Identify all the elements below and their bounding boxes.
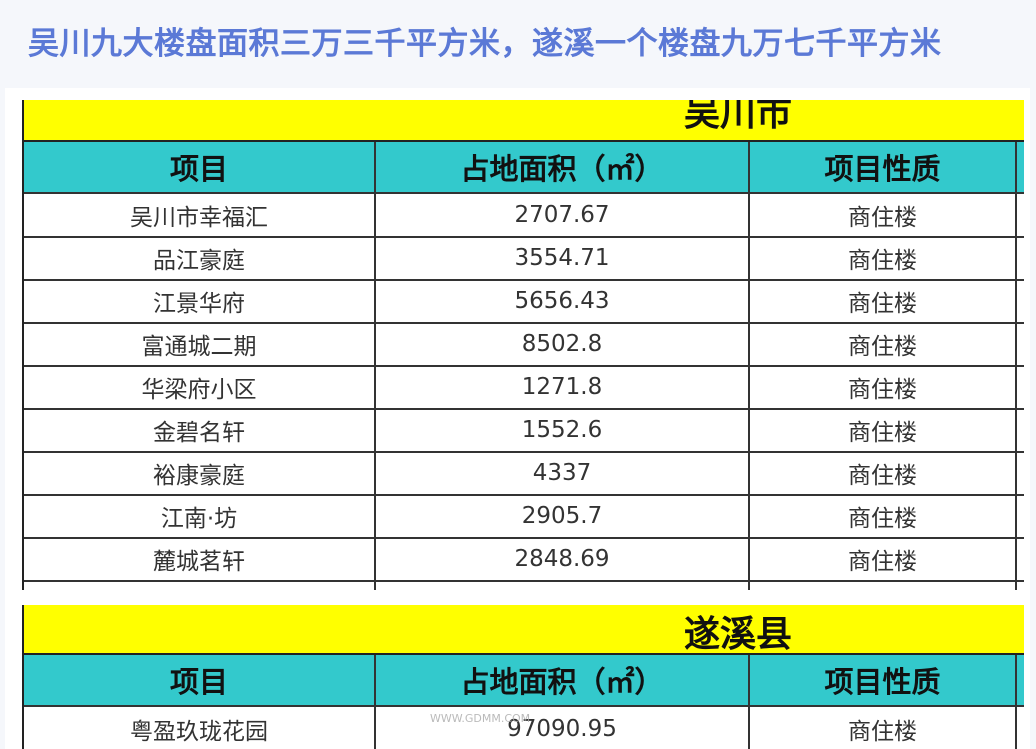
region-title: 遂溪县 [684, 614, 793, 655]
cell-project: 富通城二期 [24, 322, 376, 365]
cell-project: 江南·坊 [24, 494, 376, 537]
cell-project: 吴川市幸福汇 [24, 193, 376, 236]
cell-area: 97090.95 [376, 707, 750, 749]
cell-area: 8502.8 [376, 322, 750, 365]
table-row [24, 580, 1024, 590]
cell-area: 2848.69 [376, 537, 750, 580]
header-row: 项目 占地面积（㎡） 项目性质 [24, 655, 1024, 707]
cell-area: 1271.8 [376, 365, 750, 408]
header-project: 项目 [24, 142, 376, 192]
header-type: 项目性质 [750, 655, 1017, 705]
cell-area: 5656.43 [376, 279, 750, 322]
cell-project: 江景华府 [24, 279, 376, 322]
region-band: 遂溪县 [24, 605, 1024, 655]
cell-extra [1017, 236, 1024, 279]
cell-type: 商住楼 [750, 537, 1017, 580]
cell-area [376, 580, 750, 590]
table-row: 吴川市幸福汇 2707.67 商住楼 [24, 193, 1024, 238]
cell-area: 2707.67 [376, 193, 750, 236]
cell-area: 2905.7 [376, 494, 750, 537]
header-project: 项目 [24, 655, 376, 705]
region-band: 吴川市 [24, 100, 1024, 142]
watermark: WWW.GDMM.COM [430, 712, 531, 725]
cell-extra [1017, 580, 1024, 590]
article-title: 吴川九大楼盘面积三万三千平方米，遂溪一个楼盘九万七千平方米 [28, 26, 942, 62]
cell-type: 商住楼 [750, 279, 1017, 322]
table-wuchuan: 吴川市 项目 占地面积（㎡） 项目性质 吴川市幸福汇 2707.67 商住楼 品江豪庭… [22, 100, 1024, 590]
cell-type: 商住楼 [750, 236, 1017, 279]
cell-type [750, 580, 1017, 590]
cell-project: 品江豪庭 [24, 236, 376, 279]
cell-project: 金碧名轩 [24, 408, 376, 451]
table-row: 麓城茗轩 2848.69 商住楼 [24, 537, 1024, 582]
cell-type: 商住楼 [750, 365, 1017, 408]
cell-extra [1017, 279, 1024, 322]
cell-project: 裕康豪庭 [24, 451, 376, 494]
region-title: 吴川市 [684, 100, 793, 134]
cell-project [24, 580, 376, 590]
cell-extra [1017, 451, 1024, 494]
cell-type: 商住楼 [750, 322, 1017, 365]
table-row: 金碧名轩 1552.6 商住楼 [24, 408, 1024, 453]
cell-project: 麓城茗轩 [24, 537, 376, 580]
table-suixi: 遂溪县 项目 占地面积（㎡） 项目性质 粤盈玖珑花园 97090.95 商住楼 [22, 605, 1024, 749]
cell-extra [1017, 408, 1024, 451]
header-extra [1017, 142, 1024, 192]
cell-project: 华梁府小区 [24, 365, 376, 408]
table-row: 江南·坊 2905.7 商住楼 [24, 494, 1024, 539]
table-row: 华梁府小区 1271.8 商住楼 [24, 365, 1024, 410]
table-row: 粤盈玖珑花园 97090.95 商住楼 [24, 707, 1024, 749]
cell-type: 商住楼 [750, 451, 1017, 494]
table-row: 裕康豪庭 4337 商住楼 [24, 451, 1024, 496]
header-type: 项目性质 [750, 142, 1017, 192]
cell-extra [1017, 193, 1024, 236]
cell-area: 1552.6 [376, 408, 750, 451]
cell-area: 4337 [376, 451, 750, 494]
table-row: 江景华府 5656.43 商住楼 [24, 279, 1024, 324]
table-row: 富通城二期 8502.8 商住楼 [24, 322, 1024, 367]
header-row: 项目 占地面积（㎡） 项目性质 [24, 142, 1024, 194]
cell-type: 商住楼 [750, 494, 1017, 537]
table-row: 品江豪庭 3554.71 商住楼 [24, 236, 1024, 281]
cell-type: 商住楼 [750, 707, 1017, 749]
cell-extra [1017, 707, 1024, 749]
cell-extra [1017, 537, 1024, 580]
cell-type: 商住楼 [750, 193, 1017, 236]
cell-project: 粤盈玖珑花园 [24, 707, 376, 749]
header-extra [1017, 655, 1024, 705]
cell-extra [1017, 494, 1024, 537]
header-area: 占地面积（㎡） [376, 655, 750, 705]
cell-extra [1017, 365, 1024, 408]
cell-type: 商住楼 [750, 408, 1017, 451]
cell-area: 3554.71 [376, 236, 750, 279]
header-area: 占地面积（㎡） [376, 142, 750, 192]
cell-extra [1017, 322, 1024, 365]
